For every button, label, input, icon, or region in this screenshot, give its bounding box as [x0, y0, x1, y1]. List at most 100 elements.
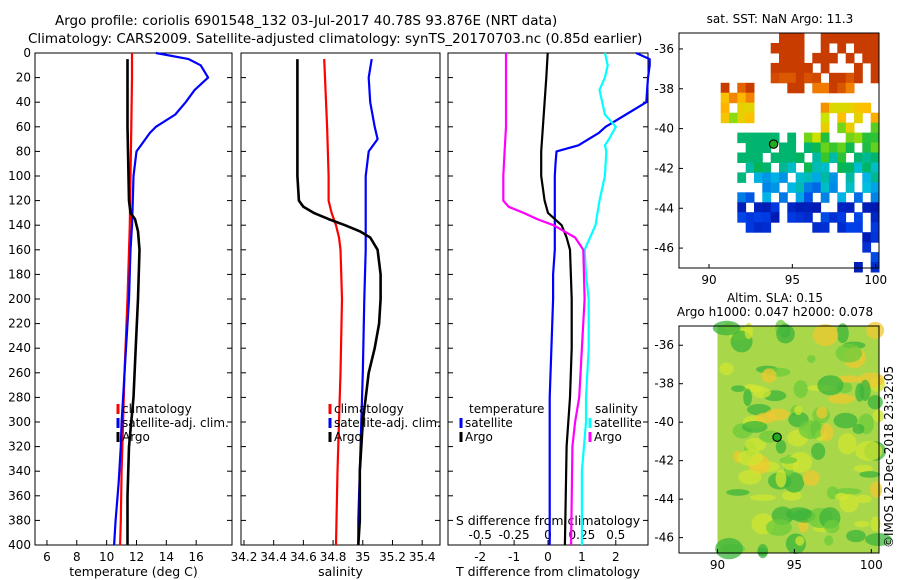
sst-pixel	[745, 92, 755, 104]
sst-pixel	[870, 202, 880, 213]
sst-pixel	[820, 82, 830, 94]
sla-map-y-tick-label: -40	[654, 415, 674, 429]
sst-pixel	[829, 182, 838, 193]
sst-pixel	[795, 52, 805, 64]
sst-pixel	[829, 72, 838, 84]
sst-pixel	[720, 92, 730, 104]
sst-pixel	[837, 122, 847, 134]
diff-legend-t-sat-label: satellite	[465, 416, 513, 430]
sst-pixel	[795, 82, 805, 94]
sst-pixel	[845, 202, 855, 213]
sst-pixel	[862, 182, 872, 193]
temperature-x-tick-label: 12	[129, 550, 144, 564]
sla-blob	[867, 395, 883, 410]
sst-pixel	[870, 132, 880, 144]
sla-blob	[798, 420, 825, 440]
sst-pixel	[829, 33, 838, 44]
salinity-x-tick-label: 35	[355, 550, 370, 564]
sla-blob	[859, 379, 871, 401]
sla-blob	[833, 412, 858, 429]
sla-map-y-tick-label: -38	[654, 377, 674, 391]
sst-pixel	[862, 102, 872, 114]
sst-pixel	[845, 142, 855, 153]
sla-blob	[855, 494, 872, 504]
diff-x-tick-label: 2	[612, 550, 620, 564]
diff-x-tick-label: -1	[508, 550, 520, 564]
sst-pixel	[737, 172, 747, 183]
sst-pixel	[804, 162, 813, 173]
sst-pixel	[870, 43, 880, 54]
sst-pixel	[870, 162, 880, 173]
sst-pixel	[754, 132, 763, 144]
sst-pixel	[837, 142, 847, 153]
sla-map-subtitle: Argo h1000: 0.047 h2000: 0.078	[677, 305, 873, 319]
sst-pixel	[862, 43, 872, 54]
sst-pixel	[862, 202, 872, 213]
temperature-x-tick-label: 10	[99, 550, 114, 564]
sst-pixel	[820, 122, 830, 134]
sst-pixel	[870, 152, 880, 163]
sst-map-field	[720, 33, 880, 273]
sst-pixel	[787, 212, 797, 223]
sla-blob	[872, 409, 885, 423]
sst-pixel	[845, 122, 855, 134]
sla-map-frame	[678, 325, 880, 554]
temperature-series-satellite-adj--clim-	[113, 51, 210, 546]
sla-blob	[715, 537, 743, 560]
depth-tick-label: 100	[8, 169, 31, 183]
sst-pixel	[812, 52, 822, 64]
sst-pixel	[745, 82, 755, 94]
sst-pixel	[745, 222, 755, 233]
sst-pixel	[737, 212, 747, 223]
sst-pixel	[845, 132, 855, 144]
sst-pixel	[870, 172, 880, 183]
sst-pixel	[837, 102, 847, 114]
sst-pixel	[787, 152, 797, 163]
sst-pixel	[795, 192, 805, 203]
sst-pixel	[870, 72, 880, 84]
sst-pixel	[837, 33, 847, 44]
sst-pixel	[745, 132, 755, 144]
sst-pixel	[845, 182, 855, 193]
sst-pixel	[870, 142, 880, 153]
salinity-panel-frame	[240, 52, 441, 546]
sst-pixel	[737, 102, 747, 114]
sst-pixel	[854, 192, 863, 203]
sst-pixel	[854, 132, 863, 144]
sst-pixel	[795, 62, 805, 74]
sst-pixel	[812, 142, 822, 153]
sst-pixel	[787, 182, 797, 193]
sst-pixel	[745, 162, 755, 173]
sst-pixel	[862, 33, 872, 44]
sst-pixel	[804, 182, 813, 193]
sst-map-y-tick-label: -42	[654, 161, 674, 175]
sst-pixel	[870, 232, 880, 243]
diff-s-axis-label: S difference from climatology	[456, 513, 641, 528]
sla-blob	[817, 375, 844, 396]
sla-blob	[794, 405, 803, 416]
sst-pixel	[854, 72, 863, 84]
sst-pixel	[820, 52, 830, 64]
sst-pixel	[854, 102, 863, 114]
sst-pixel	[862, 242, 872, 253]
sst-pixel	[812, 222, 822, 233]
diff-legend-s-argo-label: Argo	[594, 430, 622, 444]
sst-pixel	[837, 222, 847, 233]
sla-blob	[812, 324, 839, 346]
sst-pixel	[787, 43, 797, 54]
temperature-x-axis-label: temperature (deg C)	[69, 564, 198, 579]
diff-x-tick-label: 1	[578, 550, 586, 564]
sst-pixel	[812, 152, 822, 163]
temperature-x-tick-label: 6	[43, 550, 51, 564]
sst-pixel	[795, 182, 805, 193]
sst-pixel	[754, 202, 763, 213]
sst-pixel	[770, 152, 780, 163]
sst-pixel	[837, 43, 847, 54]
sst-pixel	[862, 172, 872, 183]
diff-legend-salinity-title: salinity	[595, 402, 638, 416]
sla-blob	[775, 439, 787, 454]
sst-pixel	[854, 112, 863, 124]
depth-tick-label: 400	[8, 538, 31, 552]
sst-pixel	[787, 52, 797, 64]
sst-map-y-tick-label: -40	[654, 122, 674, 136]
